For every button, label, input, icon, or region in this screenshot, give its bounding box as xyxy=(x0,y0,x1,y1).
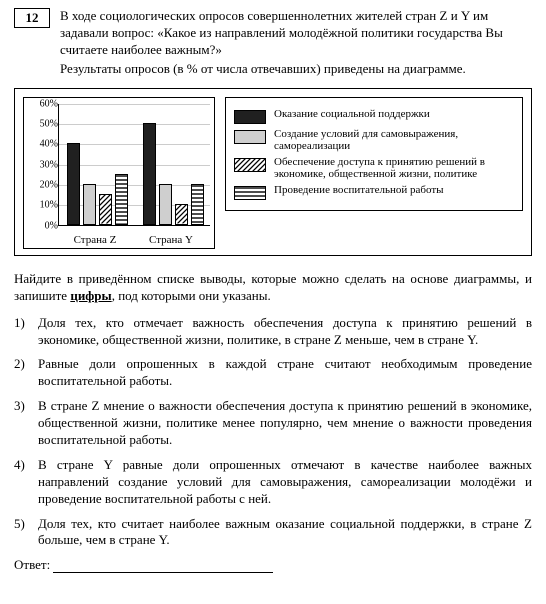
gridline xyxy=(59,104,210,105)
intro-line-2: Результаты опросов (в % от числа отвечав… xyxy=(60,61,532,78)
bar xyxy=(159,184,172,225)
legend-label-0: Оказание социальной поддержки xyxy=(274,108,430,120)
option-item: 3)В стране Z мнение о важности обеспечен… xyxy=(14,398,532,449)
answer-label: Ответ: xyxy=(14,557,50,572)
legend: Оказание социальной поддержки Создание у… xyxy=(225,97,523,211)
legend-swatch-solid xyxy=(234,110,266,124)
plot-area xyxy=(58,104,210,226)
legend-swatch-horiz xyxy=(234,186,266,200)
bar xyxy=(67,143,80,224)
legend-label-1: Создание условий для самовыражения, само… xyxy=(274,128,514,152)
bar-group xyxy=(67,143,128,224)
bar xyxy=(175,204,188,224)
legend-label-2: Обеспечение доступа к принятию решений в… xyxy=(274,156,514,180)
option-number: 2) xyxy=(14,356,32,390)
bar-chart: Страна Z Страна Y 0% 10% 20% 30% 40% 50% 60% xyxy=(23,97,215,249)
question-text: В ходе социологических опросов совершенн… xyxy=(60,8,532,78)
legend-item-2: Обеспечение доступа к принятию решений в… xyxy=(234,156,514,180)
legend-item-0: Оказание социальной поддержки xyxy=(234,108,514,124)
y-tick: 50% xyxy=(24,118,60,129)
legend-swatch-diag xyxy=(234,158,266,172)
options-list: 1)Доля тех, кто отмечает важность обеспе… xyxy=(14,315,532,550)
option-number: 3) xyxy=(14,398,32,449)
answer-line[interactable] xyxy=(53,559,273,573)
option-item: 5)Доля тех, кто считает наиболее важным … xyxy=(14,516,532,550)
chart-container: Страна Z Страна Y 0% 10% 20% 30% 40% 50% 60% О… xyxy=(14,88,532,256)
y-tick: 20% xyxy=(24,179,60,190)
bar xyxy=(99,194,112,225)
option-number: 4) xyxy=(14,457,32,508)
legend-label-3: Проведение воспитательной работы xyxy=(274,184,444,196)
legend-item-1: Создание условий для самовыражения, само… xyxy=(234,128,514,152)
bar xyxy=(115,174,128,225)
instruction-underlined: цифры xyxy=(70,288,111,303)
option-item: 4)В стране Y равные доли опрошенных отме… xyxy=(14,457,532,508)
x-label-0: Страна Z xyxy=(60,234,130,246)
option-text: Доля тех, кто считает наиболее важным ок… xyxy=(38,516,532,550)
option-text: Равные доли опрошенных в каждой стране с… xyxy=(38,356,532,390)
question-number: 12 xyxy=(14,8,50,28)
bar xyxy=(83,184,96,225)
y-tick: 30% xyxy=(24,159,60,170)
y-tick: 60% xyxy=(24,98,60,109)
answer-row: Ответ: xyxy=(14,557,532,573)
legend-swatch-light xyxy=(234,130,266,144)
page: 12 В ходе социологических опросов соверш… xyxy=(0,0,546,581)
y-tick: 40% xyxy=(24,139,60,150)
instruction: Найдите в приведённом списке выводы, кот… xyxy=(14,270,532,305)
chart-wrap: Страна Z Страна Y 0% 10% 20% 30% 40% 50% 60% О… xyxy=(23,97,523,249)
x-label-1: Страна Y xyxy=(136,234,206,246)
option-text: В стране Z мнение о важности обеспечения… xyxy=(38,398,532,449)
option-number: 1) xyxy=(14,315,32,349)
y-tick: 0% xyxy=(24,220,60,231)
option-item: 1)Доля тех, кто отмечает важность обеспе… xyxy=(14,315,532,349)
option-number: 5) xyxy=(14,516,32,550)
question-row: 12 В ходе социологических опросов соверш… xyxy=(14,8,532,78)
legend-item-3: Проведение воспитательной работы xyxy=(234,184,514,200)
y-tick: 10% xyxy=(24,200,60,211)
option-text: Доля тех, кто отмечает важность обеспече… xyxy=(38,315,532,349)
bar-group xyxy=(143,123,204,225)
bar xyxy=(143,123,156,225)
option-item: 2)Равные доли опрошенных в каждой стране… xyxy=(14,356,532,390)
instruction-post: , под которыми они указаны. xyxy=(112,288,271,303)
option-text: В стране Y равные доли опрошенных отмеча… xyxy=(38,457,532,508)
intro-line-1: В ходе социологических опросов совершенн… xyxy=(60,8,532,59)
bar xyxy=(191,184,204,225)
